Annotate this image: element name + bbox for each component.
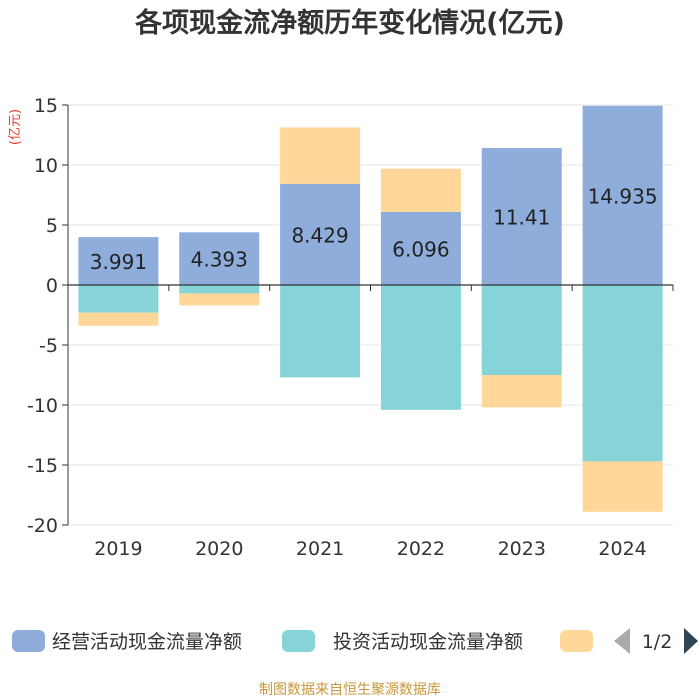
legend-label-2: 投资活动现金流量净额: [333, 631, 523, 653]
x-tick-label: 2022: [397, 538, 445, 560]
x-tick-label: 2023: [498, 538, 546, 560]
legend-prev-icon[interactable]: [614, 628, 630, 654]
bar-series1-2023: [481, 148, 562, 285]
legend-swatch-3: [560, 630, 593, 652]
legend-label-1: 经营活动现金流量净额: [52, 631, 242, 653]
grid: [68, 104, 673, 526]
y-tick-label: -5: [39, 335, 58, 357]
legend-next-icon[interactable]: [684, 628, 698, 654]
bars: [78, 105, 663, 512]
y-tick-label: 0: [46, 275, 58, 297]
x-tick-label: 2021: [296, 538, 344, 560]
chart-title: 各项现金流净额历年变化情况(亿元): [134, 7, 565, 39]
bar-series3-2022: [380, 168, 461, 212]
bar-series1-2019: [78, 237, 159, 285]
bar-series2-2019: [78, 285, 159, 313]
bar-series3-2024: [582, 461, 663, 512]
data-source-footer: 制图数据来自恒生聚源数据库: [259, 682, 441, 698]
bar-value-label: 4.393: [191, 248, 248, 272]
bar-series1-2024: [582, 105, 663, 285]
y-tick-label: -15: [27, 455, 58, 477]
x-tick-label: 2020: [195, 538, 243, 560]
bar-series2-2022: [380, 285, 461, 410]
bar-series1-2022: [380, 211, 461, 285]
y-tick-label: 10: [34, 155, 58, 177]
y-tick-label: 5: [46, 215, 58, 237]
bar-series2-2020: [179, 285, 260, 294]
y-tick-label: 15: [34, 95, 58, 117]
axes: 15 10 5 0 -5 -10 -15 -20 2019 2020 2021 2022 2023 202…: [27, 95, 674, 560]
x-tick-label: 2024: [598, 538, 646, 560]
bar-series2-2021: [280, 285, 361, 378]
bar-value-label: 14.935: [588, 184, 658, 208]
data-labels: 3.991 4.393 8.429 6.096 11.41 14.935: [90, 184, 658, 274]
legend[interactable]: 经营活动现金流量净额 投资活动现金流量净额 1/2: [12, 628, 698, 654]
bar-value-label: 11.41: [493, 206, 550, 230]
bar-series3-2023: [481, 375, 562, 408]
bar-value-label: 3.991: [90, 250, 147, 274]
bar-series2-2023: [481, 285, 562, 375]
bar-series3-2021: [280, 127, 361, 184]
bar-series1-2020: [179, 232, 260, 285]
legend-swatch-2: [282, 630, 315, 652]
y-tick-label: -20: [27, 515, 58, 537]
bar-value-label: 6.096: [392, 237, 449, 261]
bar-series3-2019: [78, 312, 159, 326]
bar-series3-2020: [179, 293, 260, 306]
x-tick-label: 2019: [94, 538, 142, 560]
legend-swatch-1: [12, 630, 45, 652]
y-tick-label: -10: [27, 395, 58, 417]
bar-value-label: 8.429: [291, 223, 348, 247]
bar-series2-2024: [582, 285, 663, 462]
legend-page-indicator: 1/2: [642, 631, 673, 653]
y-axis-unit: (亿元): [8, 109, 23, 145]
bar-series1-2021: [280, 183, 361, 285]
